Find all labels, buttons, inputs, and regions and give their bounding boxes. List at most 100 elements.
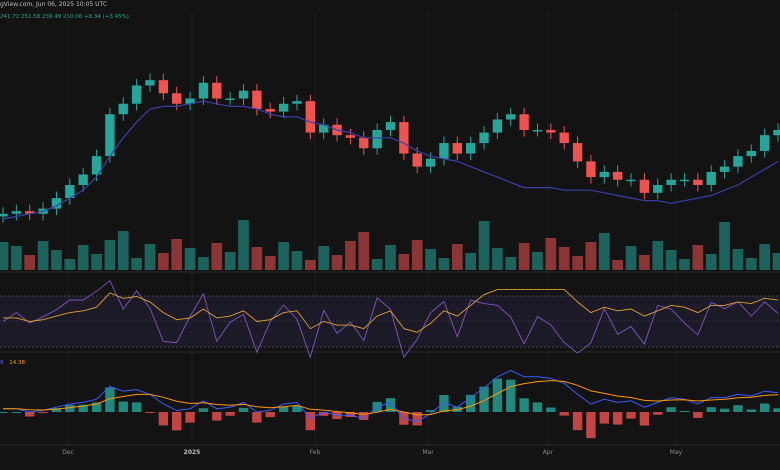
candle-body — [385, 122, 396, 130]
macd-histogram-bar — [679, 410, 690, 412]
x-label-apr: Apr — [542, 449, 554, 456]
volume-bar — [692, 245, 704, 270]
volume-bar — [158, 253, 169, 270]
candle-body — [105, 114, 115, 157]
macd-histogram-bar — [612, 412, 623, 425]
candle-body — [559, 132, 569, 144]
macd-histogram-bar — [773, 408, 780, 412]
volume-bar — [291, 251, 303, 270]
macd-histogram-bar — [519, 398, 529, 412]
candle-body — [719, 166, 730, 172]
volume-bar — [719, 222, 730, 270]
macd-histogram-bar — [105, 387, 115, 412]
candle-body — [359, 137, 369, 149]
moving-average-line — [2, 100, 779, 220]
volume-bar — [77, 245, 89, 270]
candle-body — [546, 129, 556, 133]
macd-histogram-bar — [305, 412, 316, 431]
macd-value-b: 14.38 — [9, 360, 25, 366]
candle-body — [145, 80, 155, 86]
macd-histogram-bar — [759, 403, 770, 412]
macd-histogram-bar — [359, 412, 369, 420]
volume-bar — [251, 247, 263, 270]
volume-bar — [358, 232, 370, 270]
volume-bar — [598, 233, 610, 270]
x-label-dec: Dec — [62, 449, 74, 456]
volume-bar — [705, 254, 717, 270]
macd-histogram-bar — [51, 408, 62, 412]
volume-bar — [665, 250, 677, 270]
volume-bar — [492, 248, 503, 270]
candle-body — [11, 211, 22, 214]
candle-body — [399, 122, 409, 154]
macd-histogram-bar — [465, 394, 476, 412]
macd-histogram-bar — [345, 412, 356, 417]
chart-header-bar: gView.com, Jun 06, 2025 10:05 UTC — [0, 0, 780, 12]
macd-histogram-bar — [666, 407, 676, 412]
macd-histogram-bar — [572, 412, 583, 431]
candle-body — [452, 143, 462, 154]
candle-body — [78, 174, 88, 185]
volume-bar — [304, 260, 316, 270]
volume-bar — [465, 253, 477, 270]
macd-histogram-bar — [319, 412, 329, 416]
candle-body — [372, 129, 382, 149]
candle-body — [0, 213, 8, 217]
candle-body — [693, 179, 703, 185]
candle-body — [773, 129, 780, 136]
macd-histogram-bar — [131, 402, 142, 412]
candle-body — [252, 90, 262, 109]
macd-histogram-bar — [532, 402, 543, 412]
macd-histogram-bar — [225, 412, 235, 416]
volume-bar — [639, 255, 650, 270]
volume-bar — [104, 240, 116, 270]
macd-histogram-bar — [145, 412, 155, 413]
volume-bar — [545, 238, 557, 270]
candle-body — [653, 184, 663, 193]
volume-bar — [612, 260, 623, 270]
macd-histogram-bar — [278, 406, 289, 412]
volume-bar — [37, 241, 49, 270]
candle-body — [412, 153, 422, 167]
volume-bar — [652, 241, 664, 270]
macd-histogram-bar — [719, 408, 730, 412]
volume-bar — [438, 258, 450, 270]
ohlc-readout: 241.72 251.58 239.49 250.06 +8.34 (+3.45… — [0, 14, 129, 20]
candle-body — [158, 80, 169, 94]
volume-bar — [385, 245, 396, 270]
macd-histogram-bar — [733, 405, 743, 412]
macd-histogram-bar — [118, 401, 128, 412]
macd-histogram-bar — [25, 412, 35, 417]
macd-histogram-bar — [412, 412, 422, 426]
macd-legend: 9 14.38 — [0, 360, 25, 366]
macd-histogram-bar — [425, 410, 436, 412]
macd-histogram-bar — [639, 412, 650, 426]
volume-bar — [679, 259, 690, 270]
volume-bar — [11, 246, 22, 270]
macd-histogram-bar — [252, 412, 262, 423]
candle-body — [319, 124, 329, 133]
volume-bar — [745, 258, 757, 270]
macd-histogram-bar — [265, 412, 275, 418]
volume-bar — [732, 249, 744, 270]
volume-bar — [371, 259, 383, 270]
macd-histogram-bar — [492, 378, 503, 412]
macd-line — [3, 369, 779, 423]
signal-line — [3, 380, 779, 416]
candle-body — [679, 179, 690, 182]
x-label-may: May — [669, 449, 683, 456]
volume-bar — [532, 252, 543, 270]
volume-bar — [558, 247, 570, 270]
candle-body — [733, 156, 743, 167]
candle-body — [626, 179, 636, 182]
candle-body — [185, 98, 195, 104]
macd-histogram-bar — [706, 407, 716, 412]
candle-body — [492, 119, 503, 133]
x-label-feb: Feb — [309, 449, 321, 456]
macd-histogram-bar — [185, 412, 195, 423]
volume-bar — [117, 231, 129, 270]
candle-body — [172, 93, 182, 104]
macd-histogram-bar — [212, 412, 222, 421]
candle-body — [639, 179, 650, 193]
